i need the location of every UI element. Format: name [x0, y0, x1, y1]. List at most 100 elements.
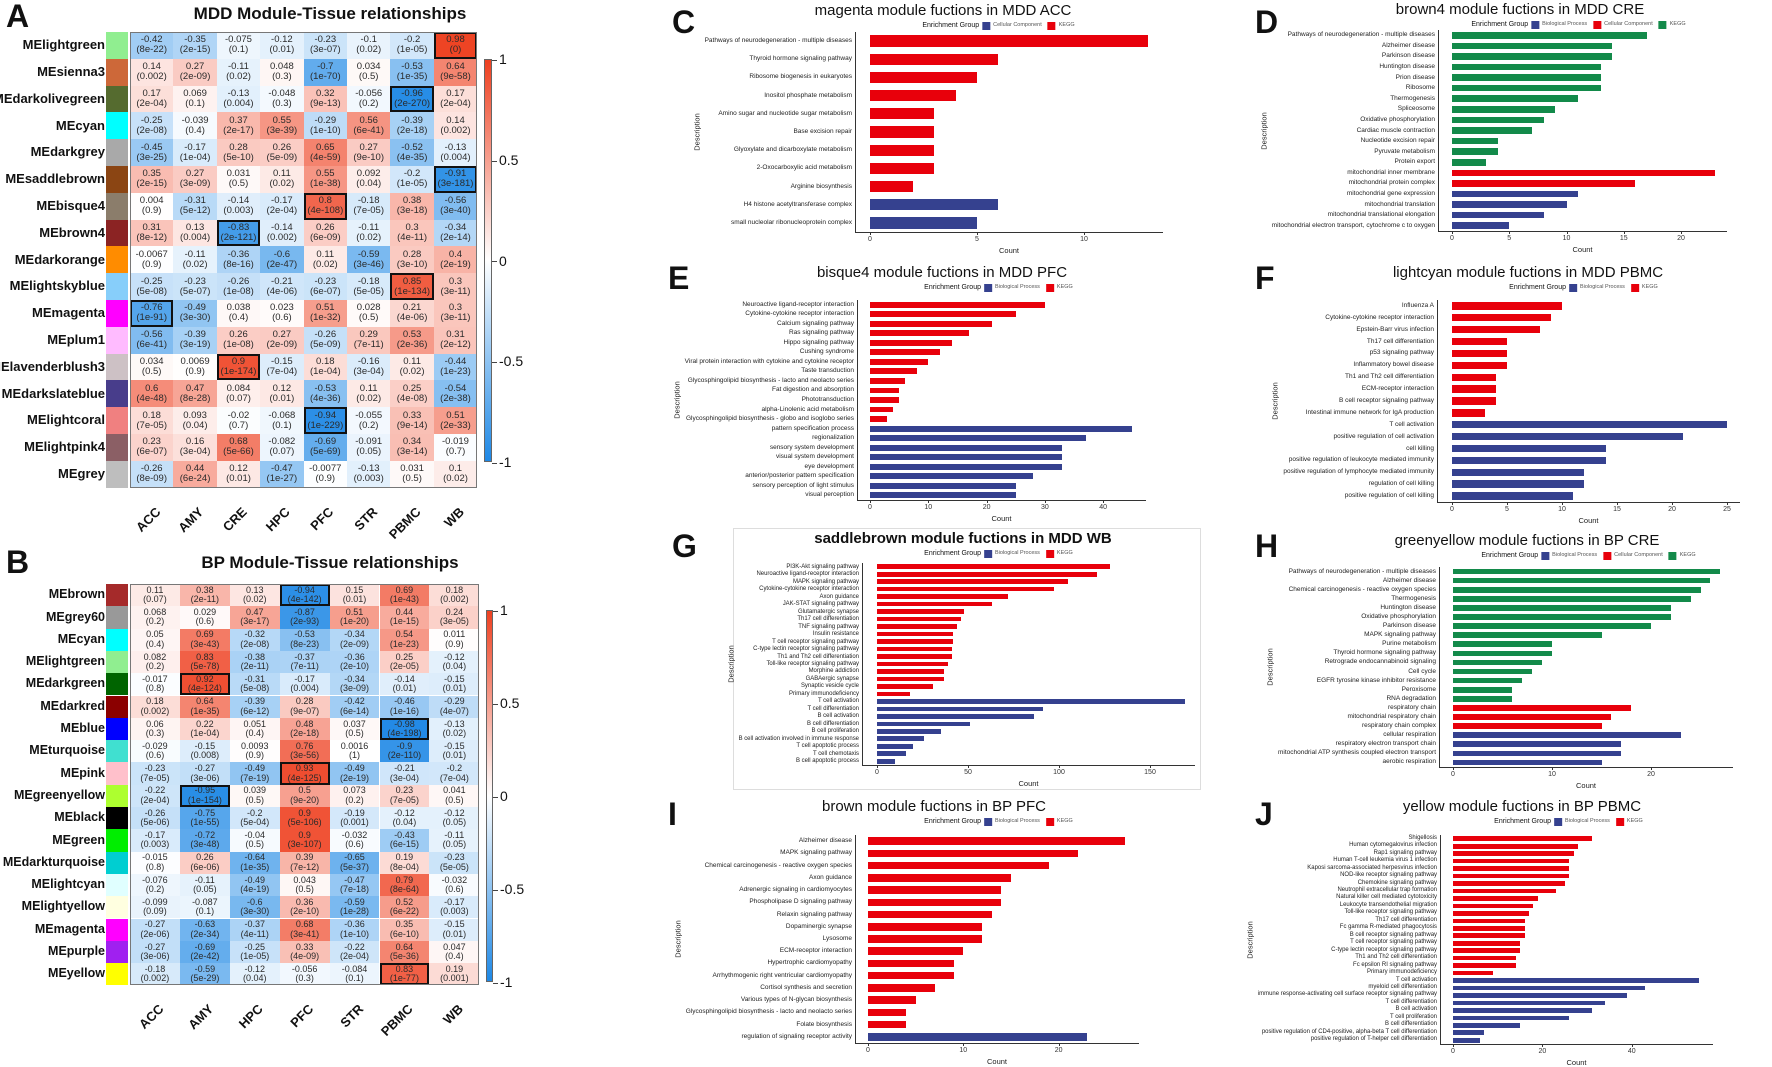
heatmap-cell: -0.453e-25: [130, 139, 174, 166]
bar-label: Human T-cell leukemia virus 1 infection: [1333, 857, 1437, 864]
correlation-value: -0.11: [444, 830, 465, 840]
bar-label: MAPK signaling pathway: [792, 578, 859, 585]
correlation-value: -0.49: [344, 763, 365, 774]
heatmap-cell: -0.140.01: [379, 673, 430, 696]
heatmap-cell: 0.372e-17: [216, 112, 261, 140]
bar: [1453, 1000, 1605, 1006]
correlation-value: -0.15: [444, 919, 465, 930]
correlation-value: -0.0067: [135, 248, 168, 260]
p-value: 0.02: [183, 259, 208, 270]
x-axis-g: [862, 765, 1195, 766]
bar-label: C-type lectin receptor signaling pathway: [753, 646, 859, 653]
p-value: 0.02: [443, 474, 468, 484]
heatmap-cell: 0.110.07: [130, 584, 180, 607]
bar-label: Amino sugar and nucleotide sugar metabol…: [718, 109, 852, 117]
correlation-value: 0.004: [139, 195, 164, 207]
bar: [870, 454, 1063, 461]
bar: [1452, 137, 1498, 145]
bar-label: Glycosphingolipid biosynthesis - lacto a…: [685, 1008, 852, 1016]
correlation-value: -0.27: [144, 941, 166, 952]
bar-label: T cell activation: [1395, 976, 1437, 983]
bar-label: mitochondrial protein complex: [1348, 179, 1435, 187]
heatmap-cell: -0.272e-06: [130, 918, 180, 941]
p-value: 0.5: [245, 839, 264, 849]
bar: [1452, 397, 1496, 405]
correlation-value: -0.13: [444, 141, 467, 153]
heatmap-cell: -0.185e-05: [347, 273, 391, 300]
bar-label: GABAergic synapse: [805, 675, 859, 682]
correlation-value: -0.18: [144, 963, 166, 974]
heatmap-cell: 0.0820.2: [130, 650, 180, 674]
heatmap-cell: 0.343e-14: [390, 434, 434, 461]
p-value: 1e-10: [340, 929, 369, 939]
p-value: 0.07: [269, 447, 294, 457]
bar: [1452, 190, 1578, 198]
bar-label: Inositol phosphate metabolism: [764, 91, 852, 99]
correlation-value: -0.27: [194, 763, 216, 774]
legend-title: Enrichment Group: [924, 284, 981, 291]
correlation-value: -0.21: [394, 763, 415, 774]
bar-label: regulation of signaling receptor activit…: [741, 1032, 852, 1040]
heatmap-cell: -0.393e-19: [173, 326, 217, 354]
p-value: 4e-48: [136, 393, 167, 404]
p-value: 7e-05: [390, 795, 419, 805]
colorbar-tick: -1: [493, 974, 512, 990]
p-value: 0.07: [143, 594, 167, 604]
correlation-value: 0.47: [245, 607, 264, 617]
heatmap-cell: 0.0230.6: [260, 300, 304, 327]
bar: [870, 378, 905, 384]
tissue-label: WB: [440, 503, 467, 530]
heatmap-cell: 0.00690.9: [173, 353, 217, 381]
p-value: 6e-06: [190, 862, 219, 872]
p-value: 0.05: [443, 817, 467, 827]
module-color-swatch: [106, 829, 128, 852]
heatmap-cell: -0.236e-07: [303, 273, 347, 300]
correlation-value: -0.18: [357, 195, 380, 207]
bar-label: Phototransduction: [801, 395, 854, 403]
heatmap-cell: -0.130.02: [429, 717, 480, 741]
correlation-value: 0.21: [402, 302, 422, 314]
p-value: 0.05: [193, 884, 217, 894]
p-value: 1e-174: [221, 367, 257, 377]
heatmap-cell: -0.641e-35: [229, 851, 280, 874]
p-value: 0.5: [402, 474, 422, 484]
module-color-swatch: [106, 32, 128, 59]
p-value: 0.002: [141, 973, 170, 983]
legend-item-label: KEGG: [1056, 284, 1073, 290]
p-value: 2e-270: [394, 99, 430, 109]
bar-label: positive regulation of leukocyte mediate…: [1288, 456, 1434, 464]
correlation-value: 0.043: [293, 874, 316, 885]
p-value: 3e-25: [136, 152, 167, 163]
p-value: 4e-11: [397, 233, 427, 243]
correlation-value: 0.13: [185, 222, 205, 234]
bar-label: T cell receptor signaling pathway: [772, 638, 859, 645]
heatmap-cell: 0.924e-124: [179, 673, 230, 696]
heatmap-cell: -0.0550.2: [347, 407, 391, 434]
bar: [1452, 456, 1606, 465]
heatmap-cell: 0.00930.9: [229, 740, 280, 763]
bar: [868, 959, 954, 968]
p-value: 1e-05: [397, 45, 428, 55]
p-value: 2e-05: [390, 661, 419, 671]
correlation-value: 0.14: [142, 61, 161, 73]
legend-item-label: KEGG: [1056, 818, 1073, 824]
chart-legend-j: Enrichment Group Biological Process KEGG: [1494, 817, 1646, 826]
heatmap-cell: -0.655e-37: [329, 851, 380, 874]
p-value: 0.6: [146, 750, 165, 760]
correlation-value: -0.2: [403, 168, 421, 180]
module-color-swatch: [106, 273, 128, 300]
heatmap-cell: 0.110.02: [347, 380, 391, 408]
colorbar: [486, 610, 493, 982]
correlation-value: 0.048: [269, 61, 294, 73]
bar: [1453, 940, 1521, 946]
module-color-swatch: [106, 434, 128, 461]
correlation-value: -0.87: [294, 607, 315, 617]
p-value: 2e-38: [440, 393, 471, 404]
bar-label: Cytokine-cytokine receptor interaction: [1325, 313, 1434, 321]
correlation-value: -0.055: [355, 409, 383, 421]
x-tick-label: 10: [924, 504, 933, 511]
bar: [870, 90, 956, 102]
p-value: 3e-40: [440, 206, 471, 216]
heatmap-cell: -0.984e-198: [379, 717, 430, 741]
heatmap-cell: -0.695e-69: [303, 434, 347, 461]
